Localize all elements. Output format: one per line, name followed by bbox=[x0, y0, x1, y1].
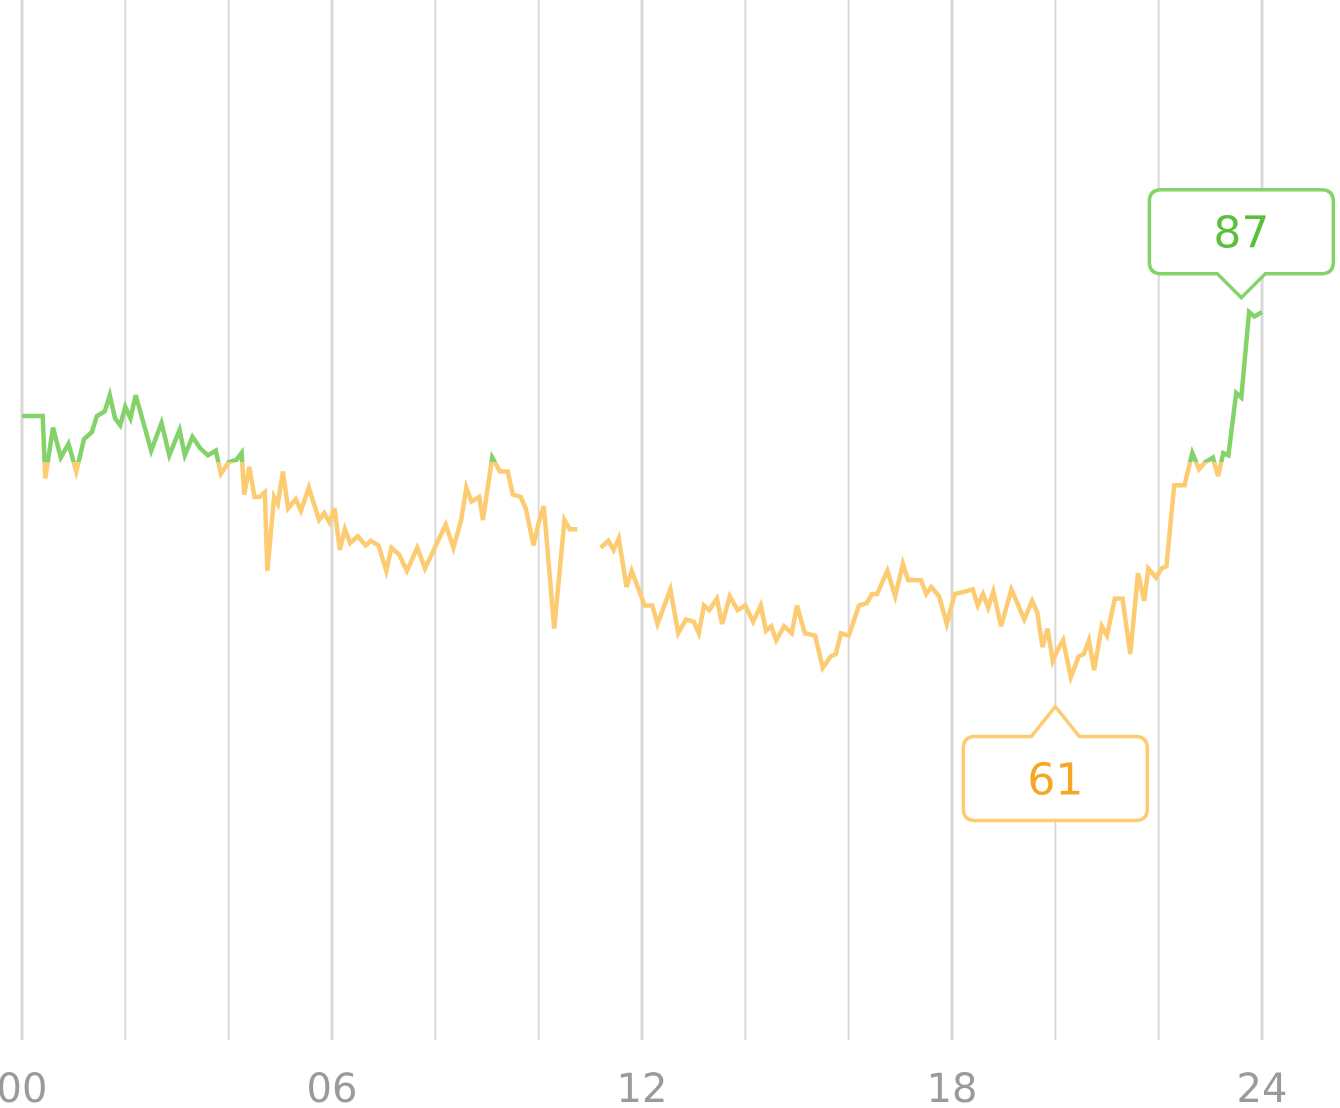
x-tick-label-12: 12 bbox=[617, 1066, 668, 1108]
value-callouts: 87 61 bbox=[961, 187, 1336, 823]
min-callout-value: 61 bbox=[1027, 755, 1083, 806]
vertical-gridlines bbox=[20, 0, 1264, 1040]
series-line-below-run-0 bbox=[42, 462, 578, 629]
x-tick-label-24: 24 bbox=[1237, 1066, 1288, 1108]
series-line-below-run-1 bbox=[599, 462, 1224, 686]
x-tick-label-06: 06 bbox=[307, 1066, 358, 1108]
max-callout-box bbox=[1147, 187, 1336, 301]
x-axis-tick-labels: 00 06 12 18 24 bbox=[0, 1066, 1287, 1108]
series-line bbox=[22, 307, 1264, 686]
x-tick-label-00: 00 bbox=[0, 1066, 47, 1108]
min-callout-box bbox=[961, 703, 1150, 823]
series-line-above-run-0 bbox=[22, 386, 498, 463]
max-callout-value: 87 bbox=[1213, 208, 1269, 259]
x-tick-label-18: 18 bbox=[927, 1066, 978, 1108]
